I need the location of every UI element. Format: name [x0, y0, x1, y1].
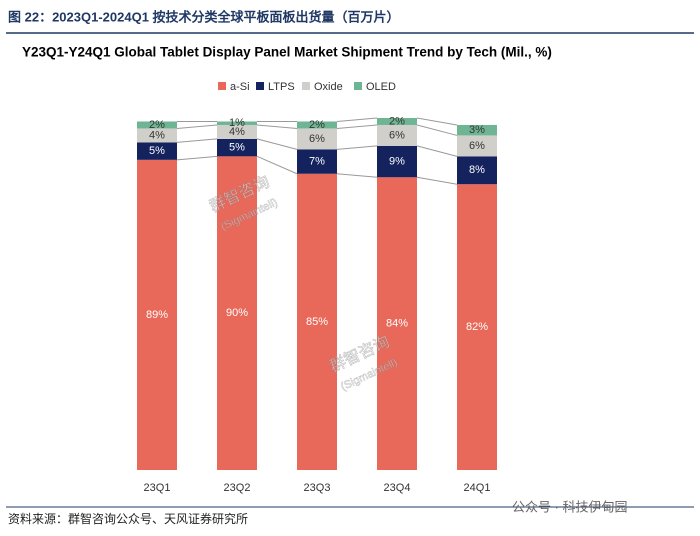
connector-line — [256, 138, 298, 150]
bar-segment — [457, 184, 497, 470]
bar-segment — [377, 145, 417, 178]
bar-segment — [297, 121, 337, 129]
x-tick-label: 23Q4 — [384, 482, 411, 494]
x-tick-label: 23Q3 — [304, 482, 331, 494]
connector-line — [336, 145, 378, 150]
bar-segment — [137, 121, 177, 129]
legend-label: Oxide — [314, 81, 343, 93]
data-label: 8% — [469, 164, 485, 176]
data-label: 90% — [226, 307, 248, 319]
bar-segment — [297, 173, 337, 470]
connector-line — [416, 117, 458, 126]
connector-line — [176, 124, 218, 129]
bar-segment — [137, 159, 177, 470]
data-label: 7% — [309, 155, 325, 167]
bar-segment — [217, 121, 257, 125]
legend-swatch — [218, 82, 226, 90]
legend-swatch — [302, 82, 310, 90]
data-label: 6% — [309, 133, 325, 145]
data-label: 5% — [229, 142, 245, 154]
data-label: 1% — [229, 117, 245, 129]
data-label: 6% — [469, 140, 485, 152]
figure-header: 图 22：2023Q1-2024Q1 按技术分类全球平板面板出货量（百万片） — [8, 9, 400, 24]
legend-swatch — [256, 82, 264, 90]
connector-line — [176, 155, 218, 161]
connector-line — [416, 124, 458, 136]
data-label: 4% — [229, 126, 245, 138]
bar-segment — [457, 124, 497, 136]
bar-segment — [297, 149, 337, 174]
chart-title: Y23Q1-Y24Q1 Global Tablet Display Panel … — [22, 45, 552, 60]
data-label: 6% — [389, 129, 405, 141]
data-label: 2% — [149, 119, 165, 131]
bar-segment — [457, 156, 497, 185]
x-tick-label: 23Q2 — [224, 482, 251, 494]
bar-segment — [137, 142, 177, 160]
data-label: 3% — [469, 124, 485, 136]
bar-segment — [377, 177, 417, 470]
data-label: 82% — [466, 321, 488, 333]
data-label: 9% — [389, 155, 405, 167]
x-tick-label: 23Q1 — [144, 482, 171, 494]
data-label: 2% — [389, 115, 405, 127]
legend-swatch — [354, 82, 362, 90]
bar-segment — [137, 128, 177, 143]
legend-label: a-Si — [230, 81, 250, 93]
connector-line — [336, 117, 378, 122]
x-tick-label: 24Q1 — [464, 482, 491, 494]
connector-line — [256, 124, 298, 129]
data-label: 4% — [149, 129, 165, 141]
data-label: 89% — [146, 309, 168, 321]
bar-segment — [217, 124, 257, 139]
bar-segment — [217, 138, 257, 157]
source-note: 资料来源：群智咨询公众号、天风证券研究所 — [8, 511, 248, 526]
bar-segment — [217, 156, 257, 470]
connector-line — [336, 173, 378, 178]
plot-area: a-Si LTPS Oxide OLED89%5%4%2%23Q190%5%4%1%2… — [137, 81, 497, 494]
watermark-account: 公众号 · 科技伊甸园 — [512, 499, 628, 514]
data-label: 84% — [386, 318, 408, 330]
bar-segment — [297, 128, 337, 150]
data-label: 85% — [306, 316, 328, 328]
connector-line — [176, 138, 218, 143]
bar-segment — [377, 118, 417, 125]
legend-label: LTPS — [268, 81, 295, 93]
data-label: 2% — [309, 119, 325, 131]
connector-line — [416, 145, 458, 157]
data-label: 5% — [149, 145, 165, 157]
legend-label: OLED — [366, 81, 396, 93]
connector-line — [416, 176, 458, 185]
bar-segment — [377, 124, 417, 146]
connector-line — [256, 155, 298, 175]
connector-line — [336, 124, 378, 129]
bar-segment — [457, 135, 497, 157]
